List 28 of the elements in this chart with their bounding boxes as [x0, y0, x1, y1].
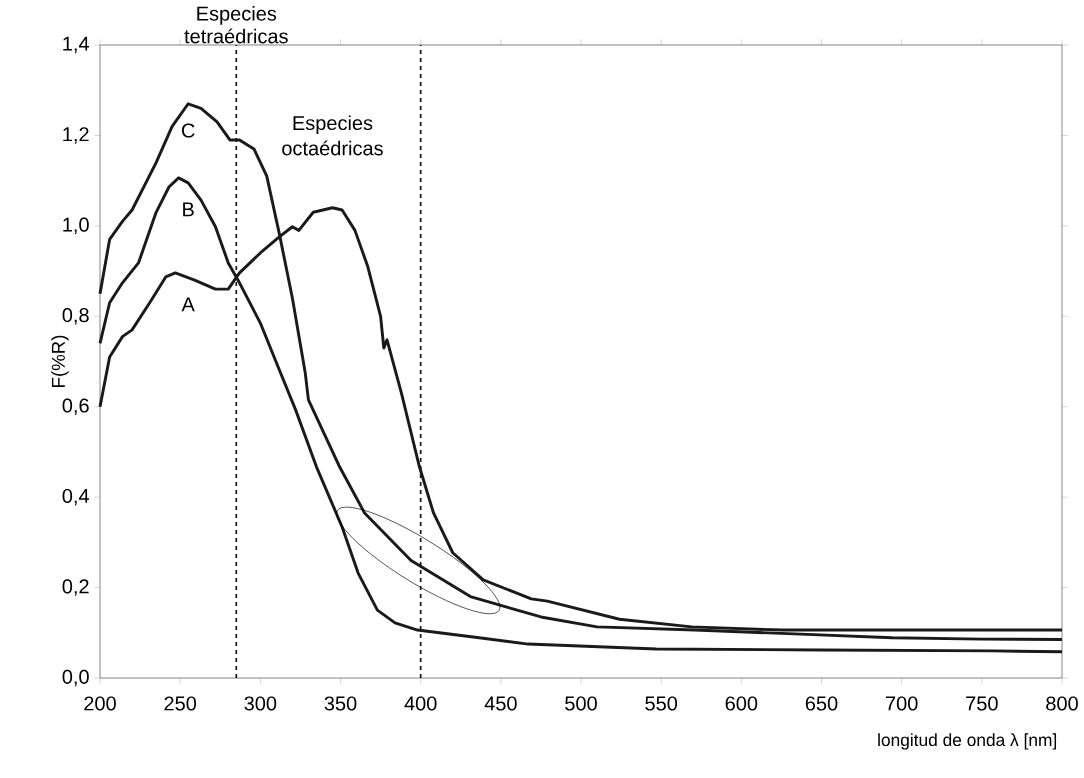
annotation: Especies octaédricas — [282, 115, 383, 156]
x-tick-label: 400 — [404, 696, 437, 711]
x-tick-label: 600 — [725, 696, 758, 711]
x-tick-label: 300 — [244, 696, 277, 711]
x-tick-label: 800 — [1046, 696, 1078, 711]
x-tick-label: 650 — [805, 696, 838, 711]
x-tick-label: 550 — [645, 696, 678, 711]
ref-line-label: Especies tetraédricas — [184, 6, 288, 44]
x-tick-label: 700 — [886, 696, 918, 711]
y-tick-label: 1,4 — [63, 36, 90, 54]
x-tick-label: 750 — [966, 696, 998, 711]
x-tick-label: 200 — [84, 696, 116, 711]
y-tick-label: 1,2 — [63, 127, 89, 144]
x-tick-label: 500 — [565, 696, 597, 711]
y-tick-label: 0,8 — [62, 308, 89, 325]
x-tick-label: 450 — [484, 696, 517, 711]
y-axis-title: F(%R) — [51, 335, 69, 387]
y-tick-label: 1,0 — [63, 217, 89, 235]
y-tick-label: 0,6 — [62, 398, 89, 415]
series-label: B — [183, 202, 194, 217]
y-tick-label: 0,2 — [62, 579, 89, 596]
y-tick-label: 0,4 — [62, 488, 90, 506]
series-label: C — [181, 123, 195, 138]
series-label: A — [181, 297, 195, 312]
y-tick-label: 0,0 — [62, 669, 89, 687]
x-axis-title: longitud de onda λ [nm] — [878, 733, 1057, 750]
x-tick-label: 250 — [164, 696, 197, 711]
x-tick-label: 350 — [324, 696, 357, 711]
